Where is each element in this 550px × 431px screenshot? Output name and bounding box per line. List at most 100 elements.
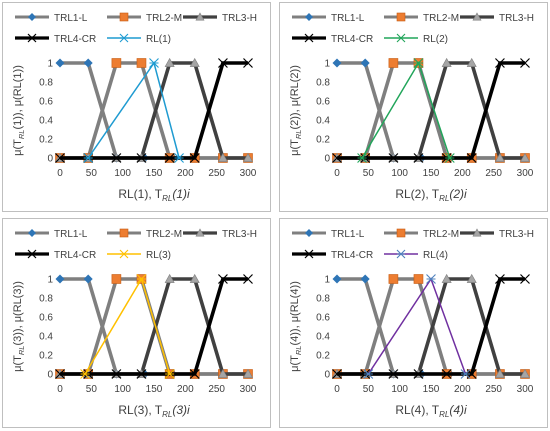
y-tick-label: 0.4 xyxy=(316,332,330,343)
x-axis-title: RL(1), TRL(1)i xyxy=(118,187,190,203)
data-point xyxy=(519,152,531,162)
y-tick-label: 0.4 xyxy=(39,332,53,343)
x-tick-label: 250 xyxy=(208,384,225,395)
series-line xyxy=(361,61,451,159)
series-rl-4- xyxy=(363,274,471,379)
x-tick-label: 100 xyxy=(391,384,408,395)
data-point xyxy=(360,274,370,284)
data-point xyxy=(332,153,342,163)
legend: TRL1-L TRL2-M TRL3-H TRL4-CR RL(3) xyxy=(15,228,257,261)
legend-label: TRL4-CR xyxy=(54,250,96,261)
y-axis-title: μ(TRL(1)), μ(RL(1)) xyxy=(12,65,26,156)
data-point xyxy=(388,369,399,379)
x-tick-label: 150 xyxy=(423,384,440,395)
x-tick-label: 200 xyxy=(177,384,194,395)
legend-label: RL(2) xyxy=(423,34,448,45)
data-point xyxy=(136,369,147,379)
y-tick-label: 0.8 xyxy=(316,294,330,305)
data-point xyxy=(363,369,374,379)
data-point xyxy=(136,153,147,163)
legend-marker xyxy=(472,12,482,21)
legend-marker xyxy=(27,33,37,43)
x-tick-label: 150 xyxy=(146,384,163,395)
series-line xyxy=(60,277,248,376)
legend-label: TRL2-M xyxy=(423,229,459,240)
legend-label: RL(3) xyxy=(146,250,171,261)
chart-svg: TRL1-L TRL2-M TRL3-H TRL4-CR RL(3) 0 0.2 0.4 0.6… xyxy=(12,228,257,419)
data-point xyxy=(111,369,122,379)
data-point xyxy=(466,153,477,163)
data-point xyxy=(217,368,228,378)
x-tick-label: 200 xyxy=(177,168,194,179)
series-rl-3- xyxy=(80,274,175,379)
data-point xyxy=(460,369,471,379)
y-tick-label: 1 xyxy=(47,59,53,70)
y-tick-label: 1 xyxy=(47,275,53,286)
data-point xyxy=(217,152,228,162)
legend-marker xyxy=(305,229,313,237)
legend-marker xyxy=(396,12,406,22)
data-point xyxy=(149,58,159,68)
x-tick-label: 300 xyxy=(240,384,257,395)
data-point xyxy=(242,152,254,162)
y-tick-label: 0.2 xyxy=(39,135,53,146)
data-point xyxy=(55,274,65,284)
y-tick-label: 0.2 xyxy=(316,351,330,362)
x-tick-label: 100 xyxy=(114,168,131,179)
data-point xyxy=(466,273,477,283)
legend: TRL1-L TRL2-M TRL3-H TRL4-CR RL(2) xyxy=(292,12,534,45)
legend-label: RL(1) xyxy=(146,34,171,45)
legend-label: RL(4) xyxy=(423,250,448,261)
y-tick-label: 1 xyxy=(324,59,330,70)
x-tick-label: 50 xyxy=(86,384,98,395)
x-tick-label: 300 xyxy=(517,168,534,179)
data-point xyxy=(332,58,342,68)
legend-label: TRL3-H xyxy=(499,229,534,240)
data-point xyxy=(242,368,254,378)
data-point xyxy=(243,58,253,68)
y-axis: 0 0.2 0.4 0.6 0.8 1 xyxy=(316,275,330,381)
legend-marker xyxy=(119,249,129,259)
legend-label: TRL1-L xyxy=(54,229,88,240)
data-point xyxy=(441,369,452,379)
x-axis: 0 50 100 150 200 250 300 xyxy=(334,384,534,395)
plot-area xyxy=(54,57,254,163)
data-point xyxy=(55,58,65,68)
series-trl4-cr xyxy=(332,58,530,163)
data-point xyxy=(136,274,147,284)
data-point xyxy=(519,368,531,378)
y-tick-label: 0.2 xyxy=(316,135,330,146)
x-axis: 0 50 100 150 200 250 300 xyxy=(334,168,534,179)
data-point xyxy=(80,369,90,379)
legend-marker xyxy=(119,228,129,238)
y-tick-label: 0 xyxy=(47,370,53,381)
legend-marker xyxy=(304,249,314,259)
x-tick-label: 250 xyxy=(485,384,502,395)
data-point xyxy=(444,153,455,163)
x-tick-label: 0 xyxy=(334,168,340,179)
data-point xyxy=(388,274,399,284)
legend-label: TRL2-M xyxy=(146,229,182,240)
data-point xyxy=(388,153,399,163)
legend-label: TRL2-M xyxy=(146,13,182,24)
data-point xyxy=(494,152,505,162)
x-axis-title: RL(4), TRL(4)i xyxy=(395,403,467,419)
legend-marker xyxy=(195,228,205,237)
x-tick-label: 150 xyxy=(423,168,440,179)
data-point xyxy=(218,274,228,284)
data-point xyxy=(189,153,200,163)
y-tick-label: 0 xyxy=(324,154,330,165)
x-axis: 0 50 100 150 200 250 300 xyxy=(57,384,257,395)
x-tick-label: 300 xyxy=(517,384,534,395)
y-tick-label: 0.6 xyxy=(316,313,330,324)
legend-marker xyxy=(396,249,406,259)
y-axis-title: μ(TRL(4)), μ(RL(4)) xyxy=(289,281,303,372)
data-point xyxy=(189,57,200,67)
x-tick-label: 0 xyxy=(57,168,63,179)
data-point xyxy=(441,57,452,67)
x-tick-label: 200 xyxy=(454,384,471,395)
y-tick-label: 0.8 xyxy=(39,78,53,89)
data-point xyxy=(413,153,424,163)
series-trl3-h xyxy=(331,57,531,162)
legend-marker xyxy=(304,33,314,43)
